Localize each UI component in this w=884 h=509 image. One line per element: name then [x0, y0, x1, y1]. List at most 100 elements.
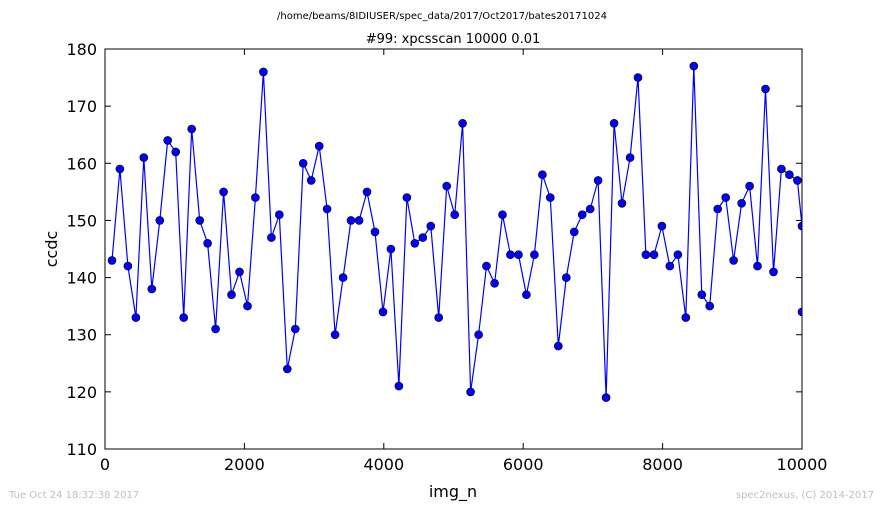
y-axis: 110 120 130 140 150 160 170 180: [66, 40, 802, 459]
x-tick-label: 4000: [363, 455, 404, 474]
y-tick-label: 160: [66, 154, 97, 173]
data-point: [147, 284, 157, 294]
data-point: [769, 267, 778, 277]
data-point: [163, 136, 172, 145]
data-point: [522, 290, 531, 300]
y-tick-label: 140: [66, 269, 97, 288]
data-point: [251, 193, 260, 202]
data-point: [649, 250, 659, 259]
data-point: [530, 250, 539, 259]
data-point: [211, 324, 220, 334]
data-point: [657, 221, 667, 231]
data-point: [797, 307, 802, 317]
footer-timestamp: Tue Oct 24 18:32:38 2017: [8, 490, 139, 501]
data-point: [418, 233, 428, 242]
data-point: [450, 210, 460, 219]
data-point: [179, 313, 188, 322]
series-line: [111, 66, 802, 398]
data-point: [434, 313, 444, 322]
data-point: [673, 250, 683, 259]
data-point: [506, 250, 515, 259]
data-point: [482, 261, 491, 271]
data-point: [314, 141, 324, 151]
data-point: [402, 193, 412, 202]
data-point: [362, 187, 372, 197]
data-point: [737, 199, 746, 208]
data-point: [378, 307, 388, 317]
data-point: [267, 233, 276, 242]
data-point: [745, 181, 754, 191]
data-point: [386, 244, 396, 254]
data-point: [561, 273, 571, 282]
x-tick-label: 8000: [642, 455, 683, 474]
data-point: [131, 313, 141, 322]
y-tick-label: 150: [66, 211, 97, 230]
data-point: [107, 256, 117, 265]
data-point: [689, 61, 699, 71]
data-point: [633, 73, 643, 82]
data-point: [474, 330, 483, 340]
data-point: [609, 119, 619, 128]
y-tick-label: 130: [66, 326, 97, 345]
data-point: [729, 256, 738, 265]
data-point: [370, 227, 380, 237]
data-point: [545, 193, 555, 202]
data-point: [155, 216, 165, 225]
x-axis: 0 2000 4000 6000 8000 10000: [100, 49, 828, 474]
plot-area: [107, 61, 802, 402]
data-point: [713, 204, 723, 214]
data-point: [306, 176, 316, 185]
data-point: [490, 278, 499, 288]
y-tick-label: 110: [66, 440, 97, 459]
chart-suptitle: /home/beams/8IDIUSER/spec_data/2017/Oct2…: [277, 11, 607, 22]
data-point: [139, 153, 149, 162]
data-point: [665, 261, 675, 271]
data-point: [538, 170, 547, 179]
data-point: [195, 216, 204, 225]
data-point: [466, 387, 475, 397]
x-tick-label: 10000: [777, 455, 828, 474]
data-point: [322, 204, 332, 214]
data-point: [617, 199, 627, 208]
data-point: [259, 67, 268, 77]
data-point: [354, 216, 364, 225]
data-point: [346, 216, 356, 225]
y-axis-label: ccdc: [42, 231, 61, 268]
data-point: [410, 239, 420, 248]
data-point: [793, 176, 802, 185]
chart-title: #99: xpcsscan 10000 0.01: [366, 32, 541, 47]
x-tick-label: 0: [100, 455, 110, 474]
x-tick-label: 6000: [503, 455, 544, 474]
data-point: [274, 210, 284, 219]
data-point: [761, 84, 770, 94]
data-point: [577, 210, 587, 219]
x-tick-label: 2000: [224, 455, 265, 474]
data-point: [282, 364, 292, 374]
data-point: [498, 210, 507, 219]
data-point: [203, 239, 212, 248]
data-point: [243, 301, 252, 311]
data-point: [115, 164, 125, 174]
footer-credit: spec2nexus, (C) 2014-2017: [736, 490, 874, 501]
y-tick-label: 180: [66, 40, 97, 59]
data-point: [797, 221, 802, 231]
data-point: [705, 301, 715, 311]
data-point: [569, 227, 579, 237]
x-axis-label: img_n: [429, 482, 477, 502]
data-point: [298, 159, 308, 168]
data-point: [458, 119, 467, 128]
data-point: [553, 341, 563, 351]
plot-frame: [104, 48, 803, 450]
data-point: [785, 170, 794, 179]
data-point: [330, 330, 340, 340]
data-point: [290, 324, 300, 334]
data-point: [123, 261, 133, 271]
data-point: [219, 187, 228, 197]
data-point: [171, 147, 180, 157]
data-point: [625, 153, 635, 162]
data-point: [585, 204, 595, 214]
data-point: [753, 261, 762, 271]
data-point: [442, 181, 452, 191]
data-point: [338, 273, 348, 282]
